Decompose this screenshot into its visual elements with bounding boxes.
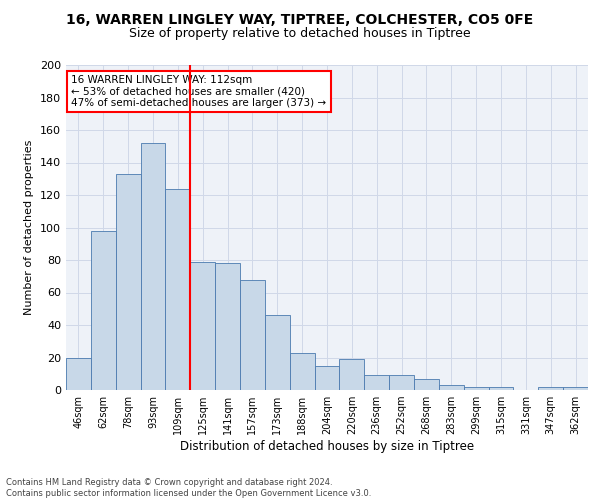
Bar bbox=[215, 263, 240, 390]
Bar bbox=[265, 316, 290, 390]
Bar bbox=[414, 378, 439, 390]
Bar bbox=[364, 376, 389, 390]
Text: Size of property relative to detached houses in Tiptree: Size of property relative to detached ho… bbox=[129, 28, 471, 40]
Bar bbox=[66, 358, 91, 390]
Bar bbox=[314, 366, 340, 390]
Bar bbox=[488, 387, 514, 390]
Bar bbox=[140, 143, 166, 390]
Bar bbox=[340, 359, 364, 390]
Text: 16, WARREN LINGLEY WAY, TIPTREE, COLCHESTER, CO5 0FE: 16, WARREN LINGLEY WAY, TIPTREE, COLCHES… bbox=[67, 12, 533, 26]
X-axis label: Distribution of detached houses by size in Tiptree: Distribution of detached houses by size … bbox=[180, 440, 474, 453]
Text: Contains HM Land Registry data © Crown copyright and database right 2024.
Contai: Contains HM Land Registry data © Crown c… bbox=[6, 478, 371, 498]
Bar bbox=[563, 387, 588, 390]
Bar bbox=[91, 231, 116, 390]
Text: 16 WARREN LINGLEY WAY: 112sqm
← 53% of detached houses are smaller (420)
47% of : 16 WARREN LINGLEY WAY: 112sqm ← 53% of d… bbox=[71, 74, 326, 108]
Bar bbox=[190, 262, 215, 390]
Bar bbox=[439, 385, 464, 390]
Bar bbox=[240, 280, 265, 390]
Bar bbox=[166, 188, 190, 390]
Bar bbox=[116, 174, 140, 390]
Bar bbox=[538, 387, 563, 390]
Y-axis label: Number of detached properties: Number of detached properties bbox=[25, 140, 34, 315]
Bar bbox=[389, 376, 414, 390]
Bar bbox=[290, 352, 314, 390]
Bar bbox=[464, 387, 488, 390]
